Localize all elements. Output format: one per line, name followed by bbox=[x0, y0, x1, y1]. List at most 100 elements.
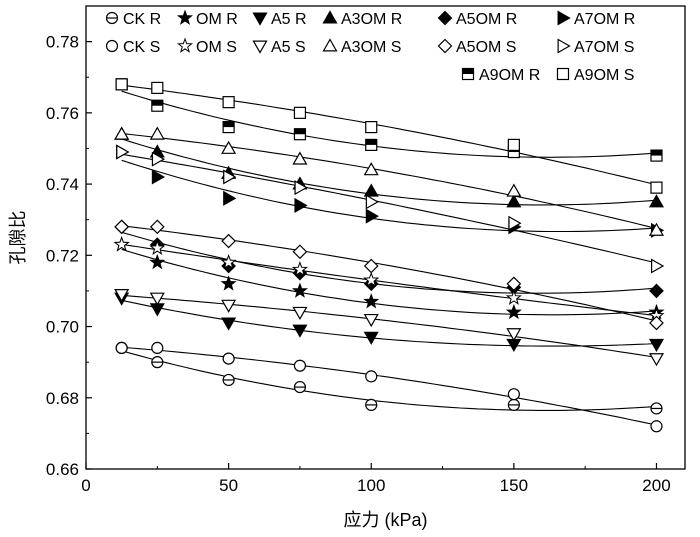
legend-item-ck-s: CK S bbox=[105, 39, 160, 56]
fit-curve-om-r bbox=[121, 248, 657, 316]
x-tick-label: 100 bbox=[357, 476, 385, 495]
fit-curve-ck-r bbox=[121, 350, 657, 411]
marker-a9om-r-1 bbox=[151, 99, 164, 112]
marker-a3om-r-4 bbox=[363, 183, 379, 197]
legend-label: A3OM S bbox=[341, 39, 401, 56]
marker-ck-s-5 bbox=[507, 388, 520, 401]
legend-label: A7OM S bbox=[574, 39, 634, 56]
marker-a7om-r-4 bbox=[365, 208, 379, 224]
marker-a9om-r-6 bbox=[650, 149, 663, 162]
marker-a9om-s-3 bbox=[293, 106, 307, 119]
legend-marker-ck-r bbox=[105, 11, 119, 25]
marker-ck-r-1 bbox=[151, 356, 164, 369]
legend-label: A9OM S bbox=[574, 67, 634, 84]
marker-ck-r-5 bbox=[507, 398, 520, 411]
marker-a5-s-5 bbox=[506, 328, 522, 342]
marker-a5-s-0 bbox=[114, 289, 130, 303]
legend-marker-a5-r bbox=[252, 12, 268, 26]
legend-item-a9om-r: A9OM R bbox=[461, 67, 540, 84]
legend-label: CK S bbox=[123, 39, 160, 56]
marker-a9om-r-4 bbox=[365, 138, 378, 151]
marker-a7om-s-0 bbox=[116, 144, 130, 160]
x-tick-label: 150 bbox=[500, 476, 528, 495]
marker-a9om-s-1 bbox=[151, 81, 164, 95]
marker-a7om-s-2 bbox=[223, 169, 237, 185]
legend-label: A5OM S bbox=[456, 39, 516, 56]
legend-marker-a9om-s bbox=[556, 67, 570, 81]
marker-a3om-s-2 bbox=[221, 140, 237, 154]
legend-label: A5 R bbox=[271, 11, 307, 28]
legend-marker-a9om-r bbox=[461, 67, 475, 81]
legend-marker-om-r bbox=[176, 9, 194, 25]
x-axis-ticks: 0 50 100 150 200 bbox=[81, 463, 671, 495]
x-axis-title: 应力 (kPa) bbox=[343, 510, 427, 530]
legend-item-ck-r: CK R bbox=[105, 11, 161, 28]
legend-marker-a3om-r bbox=[322, 10, 338, 24]
marker-om-s-3 bbox=[291, 261, 308, 277]
marker-om-r-5 bbox=[505, 303, 522, 320]
marker-ck-r-6 bbox=[650, 402, 663, 415]
x-tick-label: 0 bbox=[81, 476, 90, 495]
x-tick-label: 50 bbox=[219, 476, 238, 495]
legend-label: OM R bbox=[196, 11, 238, 28]
marker-ck-s-0 bbox=[115, 341, 128, 355]
fit-curves bbox=[121, 84, 657, 426]
legend-item-a3om-r: A3OM R bbox=[322, 10, 402, 28]
legend-item-a9om-s: A9OM S bbox=[556, 67, 634, 84]
marker-a9om-r-3 bbox=[293, 128, 307, 141]
marker-a7om-s-5 bbox=[508, 215, 522, 231]
legend-label: A9OM R bbox=[479, 67, 540, 84]
y-tick-label: 0.68 bbox=[46, 389, 79, 408]
marker-a5-s-2 bbox=[221, 299, 237, 313]
marker-a7om-r-1 bbox=[151, 169, 166, 185]
y-axis-ticks: 0.66 0.68 0.70 0.72 0.74 0.76 0.78 bbox=[46, 33, 92, 479]
marker-om-s-5 bbox=[505, 289, 522, 305]
y-tick-label: 0.70 bbox=[46, 318, 79, 337]
marker-ck-r-3 bbox=[293, 380, 307, 394]
marker-a9om-s-4 bbox=[365, 120, 378, 134]
plot-frame bbox=[85, 5, 686, 470]
marker-a7om-s-4 bbox=[365, 194, 379, 210]
legend-marker-a5-s bbox=[252, 40, 268, 54]
marker-a9om-s-0 bbox=[115, 78, 128, 91]
legend-item-a5-s: A5 S bbox=[252, 39, 306, 56]
marker-a9om-r-2 bbox=[222, 120, 235, 134]
marker-a7om-s-1 bbox=[151, 151, 166, 167]
marker-a3om-s-5 bbox=[506, 183, 522, 197]
legend-label: OM S bbox=[196, 39, 237, 56]
marker-a9om-s-6 bbox=[650, 181, 663, 194]
fit-curve-a9om-s bbox=[121, 84, 657, 186]
marker-a7om-r-3 bbox=[294, 197, 308, 213]
fit-curve-a9om-r bbox=[121, 90, 657, 158]
marker-om-r-3 bbox=[291, 282, 308, 298]
legend-marker-a3om-s bbox=[322, 38, 338, 52]
marker-ck-s-4 bbox=[365, 370, 378, 383]
marker-a3om-r-5 bbox=[506, 194, 522, 208]
marker-a5-s-3 bbox=[292, 306, 308, 321]
y-tick-label: 0.74 bbox=[46, 175, 79, 194]
marker-a5om-r-6 bbox=[649, 283, 664, 299]
marker-a3om-s-4 bbox=[363, 162, 379, 176]
y-tick-label: 0.72 bbox=[46, 246, 79, 265]
marker-ck-s-3 bbox=[293, 359, 307, 372]
marker-a5om-s-2 bbox=[221, 233, 236, 249]
legend-marker-a7om-r bbox=[557, 10, 571, 26]
marker-a3om-s-3 bbox=[292, 151, 308, 165]
marker-a5-r-6 bbox=[648, 338, 665, 353]
fit-curve-a3om-s bbox=[121, 132, 657, 230]
marker-a3om-s-6 bbox=[648, 222, 665, 236]
marker-ck-s-2 bbox=[222, 352, 235, 365]
marker-a9om-s-2 bbox=[222, 96, 235, 109]
legend-item-om-s: OM S bbox=[176, 37, 237, 56]
marker-a5om-s-6 bbox=[649, 315, 664, 331]
marker-om-r-4 bbox=[363, 293, 380, 309]
marker-a3om-s-1 bbox=[149, 126, 165, 140]
marker-a5om-s-3 bbox=[292, 244, 308, 260]
y-tick-label: 0.78 bbox=[46, 33, 79, 52]
fit-curve-a5-s bbox=[121, 294, 657, 358]
marker-a5-s-6 bbox=[648, 353, 665, 367]
fit-curve-a7om-s bbox=[121, 153, 657, 264]
legend-marker-ck-s bbox=[105, 39, 119, 53]
marker-a7om-s-3 bbox=[294, 180, 308, 196]
